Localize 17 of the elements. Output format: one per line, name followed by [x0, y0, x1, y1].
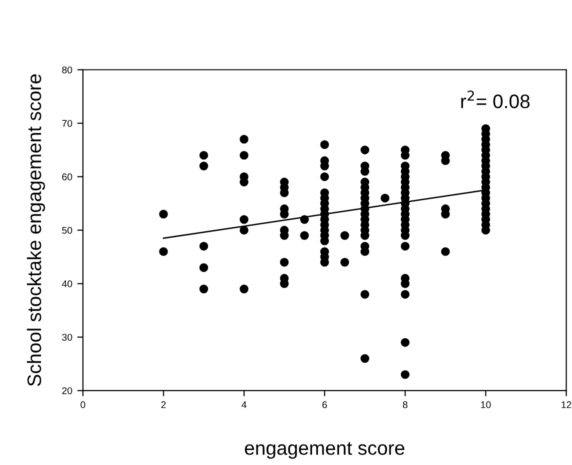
x-tick-label: 10 — [481, 401, 491, 408]
y-tick-label: 80 — [62, 66, 72, 74]
y-tick-label: 20 — [62, 387, 72, 394]
x-tick-label: 2 — [161, 401, 166, 408]
x-tick-label: 0 — [80, 401, 86, 408]
y-tick-label: 50 — [62, 226, 72, 234]
x-tick-label: 8 — [402, 401, 408, 408]
y-axis-title: School stocktake engagement score — [26, 74, 46, 386]
y-tick-label: 40 — [62, 280, 72, 288]
x-axis-title: engagement score — [244, 442, 404, 459]
y-tick-label: 60 — [62, 173, 72, 180]
x-tick-label: 4 — [242, 401, 246, 408]
y-tick-label: 30 — [62, 334, 72, 341]
annotation: r$^{2}$= 0.08 — [461, 90, 530, 108]
x-tick-label: 12 — [562, 401, 572, 408]
x-tick-label: 6 — [322, 401, 327, 408]
y-tick-label: 70 — [62, 120, 72, 127]
